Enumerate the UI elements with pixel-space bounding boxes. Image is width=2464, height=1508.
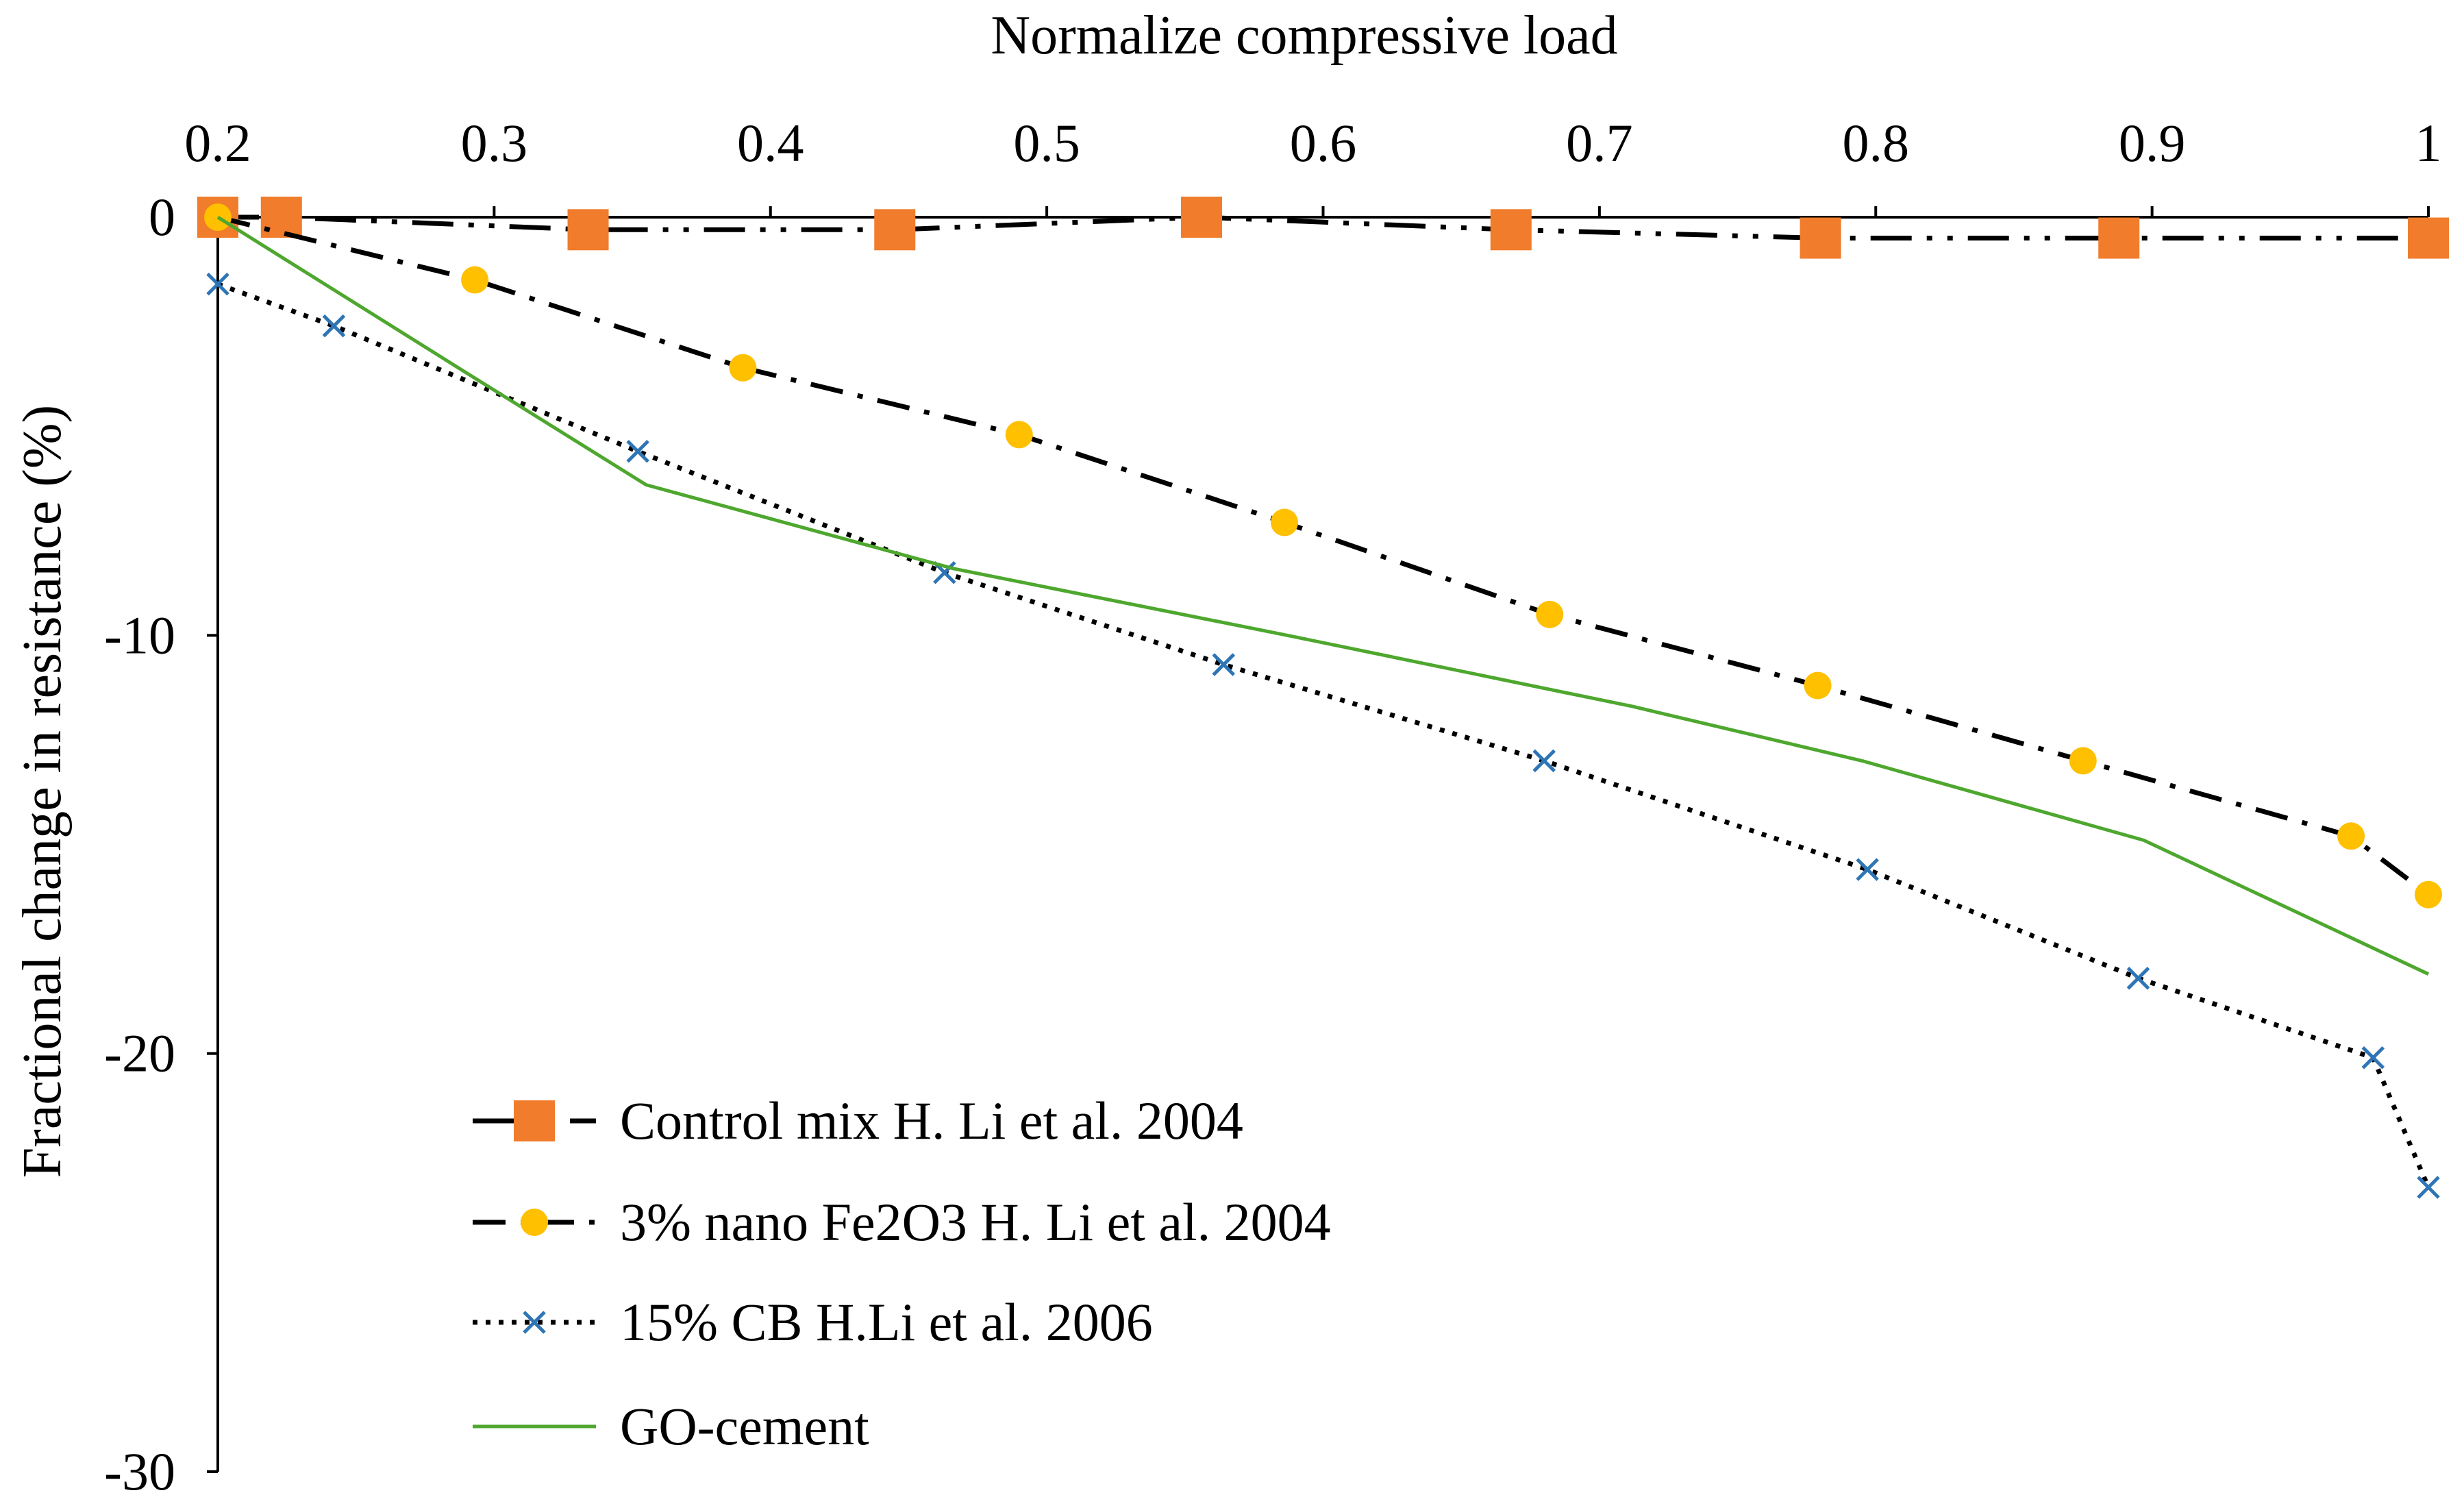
data-point — [1181, 197, 1223, 238]
series-go-cement — [216, 215, 2430, 976]
legend-marker — [514, 1100, 555, 1141]
series-line — [217, 214, 2430, 897]
x-tick-label: 0.7 — [1566, 113, 1633, 173]
series-line — [216, 215, 2430, 976]
x-tick-label: 0.8 — [1843, 113, 1910, 173]
data-point — [2408, 217, 2449, 259]
y-ticks: 0 -10 -20 -30 — [104, 187, 218, 1501]
data-point — [1490, 209, 1532, 251]
legend-item: Control mix H. Li et al. 2004 — [473, 1091, 1243, 1150]
x-tick-label: 0.4 — [737, 113, 804, 173]
y-tick-label: 0 — [149, 187, 175, 247]
data-point — [2098, 217, 2140, 259]
x-axis-title: Normalize compressive load — [991, 5, 1617, 66]
series-3-nano-fe2o3-h-li-et-al-2004 — [204, 203, 2442, 908]
data-point — [2415, 880, 2442, 908]
x-tick-label: 0.3 — [461, 113, 528, 173]
legend-marker — [521, 1209, 548, 1236]
legend-label: Control mix H. Li et al. 2004 — [620, 1091, 1243, 1150]
data-point — [2126, 967, 2150, 990]
legend-item: GO-cement — [473, 1396, 869, 1456]
data-point — [1804, 671, 1832, 700]
data-point — [1532, 749, 1556, 773]
x-tick-label: 1 — [2415, 113, 2442, 173]
x-tick-label: 0.6 — [1290, 113, 1357, 173]
y-tick-label: -30 — [104, 1442, 175, 1501]
data-point — [626, 440, 649, 463]
legend: Control mix H. Li et al. 2004 3% nano Fe2… — [473, 1091, 1331, 1456]
x-tick-label: 0.5 — [1013, 113, 1080, 173]
data-point — [1212, 653, 1236, 676]
series-layer — [197, 197, 2449, 1199]
data-point — [1800, 217, 1841, 259]
legend-item: 15% CB H.Li et al. 2006 — [473, 1292, 1153, 1352]
series-15-cb-h-li-et-al-2006 — [206, 272, 2440, 1199]
data-point — [729, 354, 757, 382]
legend-label: 15% CB H.Li et al. 2006 — [620, 1292, 1153, 1352]
series-control-mix-h-li-et-al-2004 — [197, 197, 2449, 259]
data-point — [2361, 1046, 2385, 1070]
data-point — [567, 209, 609, 251]
data-point — [2417, 1176, 2440, 1199]
data-point — [2069, 747, 2097, 775]
legend-marker — [523, 1311, 546, 1334]
y-axis-title: Fractional change in resistance (%) — [12, 405, 73, 1178]
legend-label: GO-cement — [620, 1396, 869, 1456]
x-ticks: 0.2 0.3 0.4 0.5 0.6 0.7 0.8 0.9 1 — [184, 113, 2442, 217]
data-point — [874, 209, 916, 251]
data-point — [461, 266, 489, 294]
data-point — [322, 314, 346, 338]
legend-item: 3% nano Fe2O3 H. Li et al. 2004 — [473, 1192, 1331, 1252]
y-tick-label: -10 — [104, 605, 175, 665]
data-point — [1856, 858, 1879, 881]
series-line — [216, 282, 2431, 1189]
data-point — [206, 272, 229, 296]
x-tick-label: 0.9 — [2119, 113, 2186, 173]
data-point — [1005, 421, 1033, 449]
y-tick-label: -20 — [104, 1024, 175, 1083]
data-point — [1271, 508, 1299, 536]
legend-label: 3% nano Fe2O3 H. Li et al. 2004 — [620, 1192, 1331, 1252]
x-tick-label: 0.2 — [184, 113, 251, 173]
data-point — [1536, 600, 1564, 628]
data-point — [2337, 822, 2365, 850]
